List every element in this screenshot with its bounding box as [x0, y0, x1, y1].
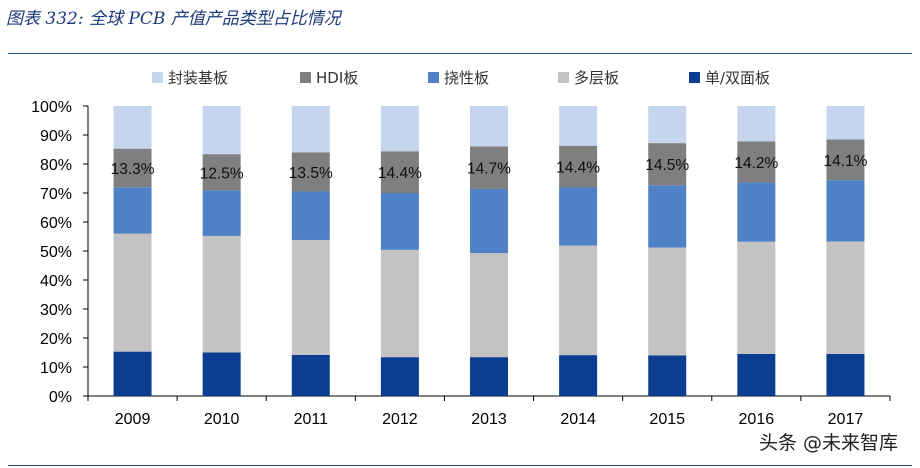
legend-label: 封装基板 [168, 69, 228, 87]
bar-segment [559, 355, 598, 396]
bar-segment [113, 106, 152, 149]
bar-segment [648, 247, 687, 356]
figure-title: 图表 332: 全球 PCB 产值产品类型占比情况 [6, 9, 341, 29]
bottom-rule [8, 465, 912, 466]
data-label: 14.4% [556, 160, 600, 177]
bar-segment [291, 354, 330, 396]
bar-segment [470, 253, 508, 358]
bar-segment [470, 106, 508, 147]
bar-segment [202, 352, 241, 396]
bar-segment [648, 106, 687, 144]
x-tick-label: 2010 [204, 411, 240, 428]
bar-segment [826, 353, 865, 396]
bar-segment [291, 191, 330, 240]
bar-segment [826, 139, 865, 181]
x-tick-label: 2013 [471, 411, 507, 428]
data-label: 14.2% [734, 155, 778, 172]
bar-segment [559, 145, 598, 188]
y-tick-label: 10% [40, 360, 72, 377]
bar-segment [737, 106, 776, 142]
bar-segment [202, 154, 241, 191]
legend-label: HDI板 [316, 69, 358, 87]
x-tick-label: 2009 [115, 411, 151, 428]
x-tick-label: 2012 [382, 411, 418, 428]
bar-segment [291, 152, 330, 192]
data-label: 13.5% [289, 165, 333, 182]
x-tick-label: 2017 [828, 411, 864, 428]
bar-segment [202, 190, 241, 236]
bar-segment [826, 241, 865, 354]
x-tick-label: 2014 [560, 411, 596, 428]
y-tick-label: 40% [40, 273, 72, 290]
bar-segment [380, 193, 419, 250]
data-label: 12.5% [200, 165, 244, 182]
data-label: 14.4% [378, 165, 422, 182]
top-rule [8, 53, 912, 54]
legend-swatch [300, 72, 311, 83]
x-tick-label: 2011 [294, 411, 329, 428]
y-tick-label: 100% [31, 99, 72, 116]
y-tick-label: 70% [40, 186, 72, 203]
legend-label: 单/双面板 [705, 69, 770, 87]
y-tick-label: 90% [40, 128, 72, 145]
bar-segment [380, 151, 419, 193]
bar-segment [559, 245, 598, 356]
legend-swatch [428, 72, 439, 83]
legend-label: 挠性板 [444, 69, 489, 87]
bar-segment [648, 185, 687, 248]
x-tick-label: 2015 [649, 411, 685, 428]
bar-segment [648, 355, 687, 396]
bar-segment [470, 146, 508, 189]
bar-segment [380, 249, 419, 358]
legend-swatch [689, 72, 700, 83]
bar-segment [559, 106, 598, 146]
y-tick-label: 0% [49, 389, 72, 406]
y-tick-label: 30% [40, 302, 72, 319]
y-tick-label: 80% [40, 157, 72, 174]
legend-label: 多层板 [574, 69, 619, 87]
bar-segment [470, 188, 508, 254]
bar-segment [113, 233, 152, 352]
data-label: 14.5% [645, 157, 689, 174]
y-tick-label: 60% [40, 215, 72, 232]
bar-segment [380, 106, 419, 152]
bar-segment [648, 143, 687, 186]
bar-segment [470, 357, 508, 396]
bar-segment [202, 106, 241, 155]
x-tick-label: 2016 [739, 411, 775, 428]
data-label: 14.7% [467, 161, 511, 178]
y-tick-label: 20% [40, 331, 72, 348]
bar-segment [737, 182, 776, 242]
bar-segment [113, 187, 152, 234]
bar-segment [291, 106, 330, 153]
data-label: 14.1% [823, 153, 867, 170]
bar-segment [737, 141, 776, 183]
bar-segment [113, 148, 152, 188]
bar-segment [737, 353, 776, 396]
data-label: 13.3% [111, 161, 155, 178]
bar-segment [113, 351, 152, 396]
bar-segment [291, 239, 330, 355]
bar-segment [737, 241, 776, 354]
bar-segment [380, 357, 419, 396]
bar-segment [559, 187, 598, 246]
bar-segment [202, 235, 241, 353]
y-tick-label: 50% [40, 244, 72, 261]
legend-swatch [558, 72, 569, 83]
bar-segment [826, 106, 865, 140]
bar-segment [826, 180, 865, 242]
watermark: 头条 @未来智库 [758, 432, 898, 454]
legend-swatch [152, 72, 163, 83]
